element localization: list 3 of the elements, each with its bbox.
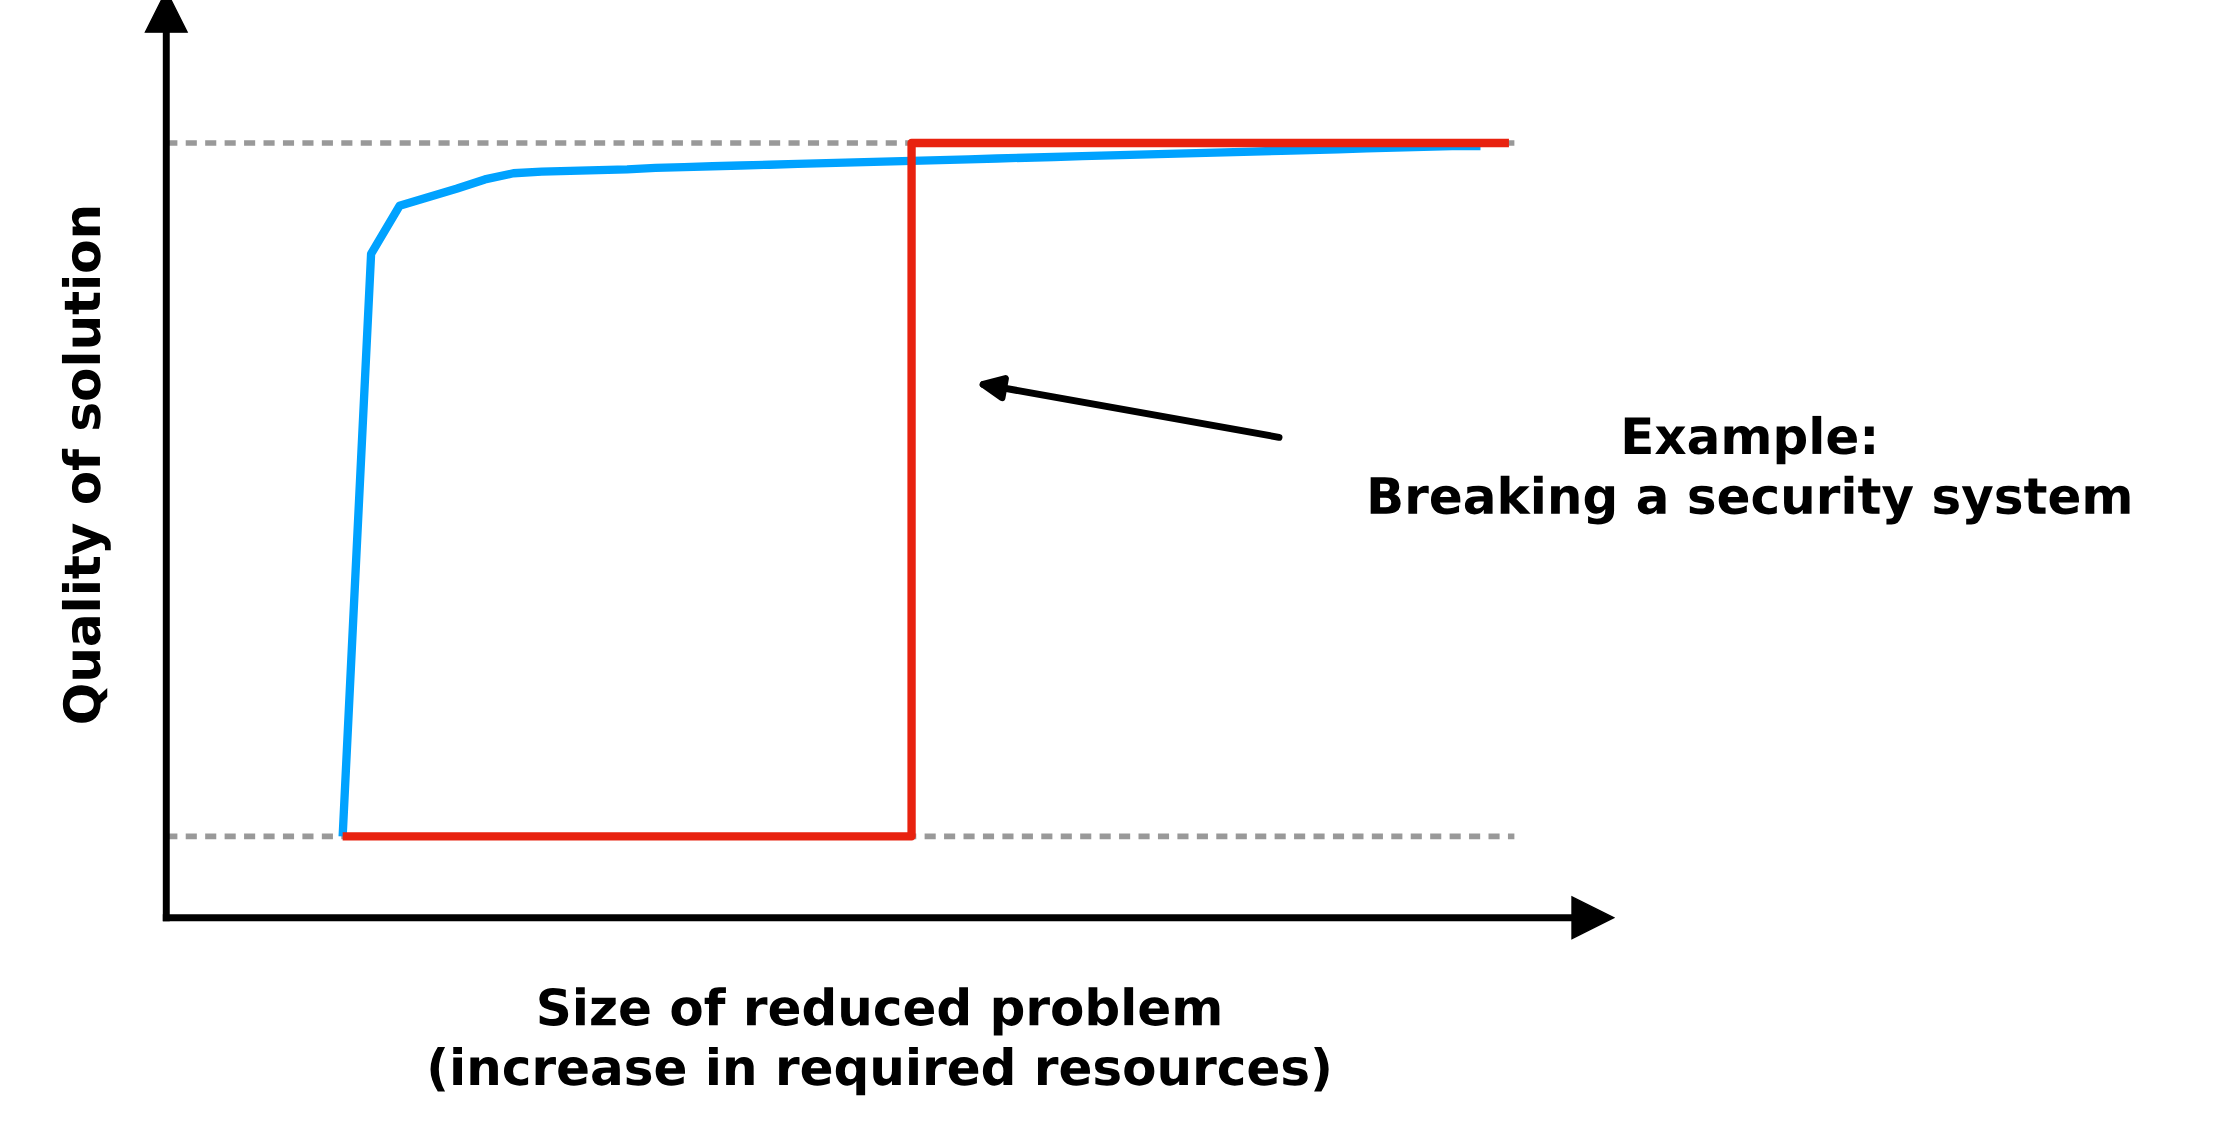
annotation: Example: Breaking a security system [1370,415,2130,525]
x-axis-title: Size of reduced problem (increase in required resources) [430,987,1329,1096]
y-axis-title: Quality of solution [61,207,111,723]
